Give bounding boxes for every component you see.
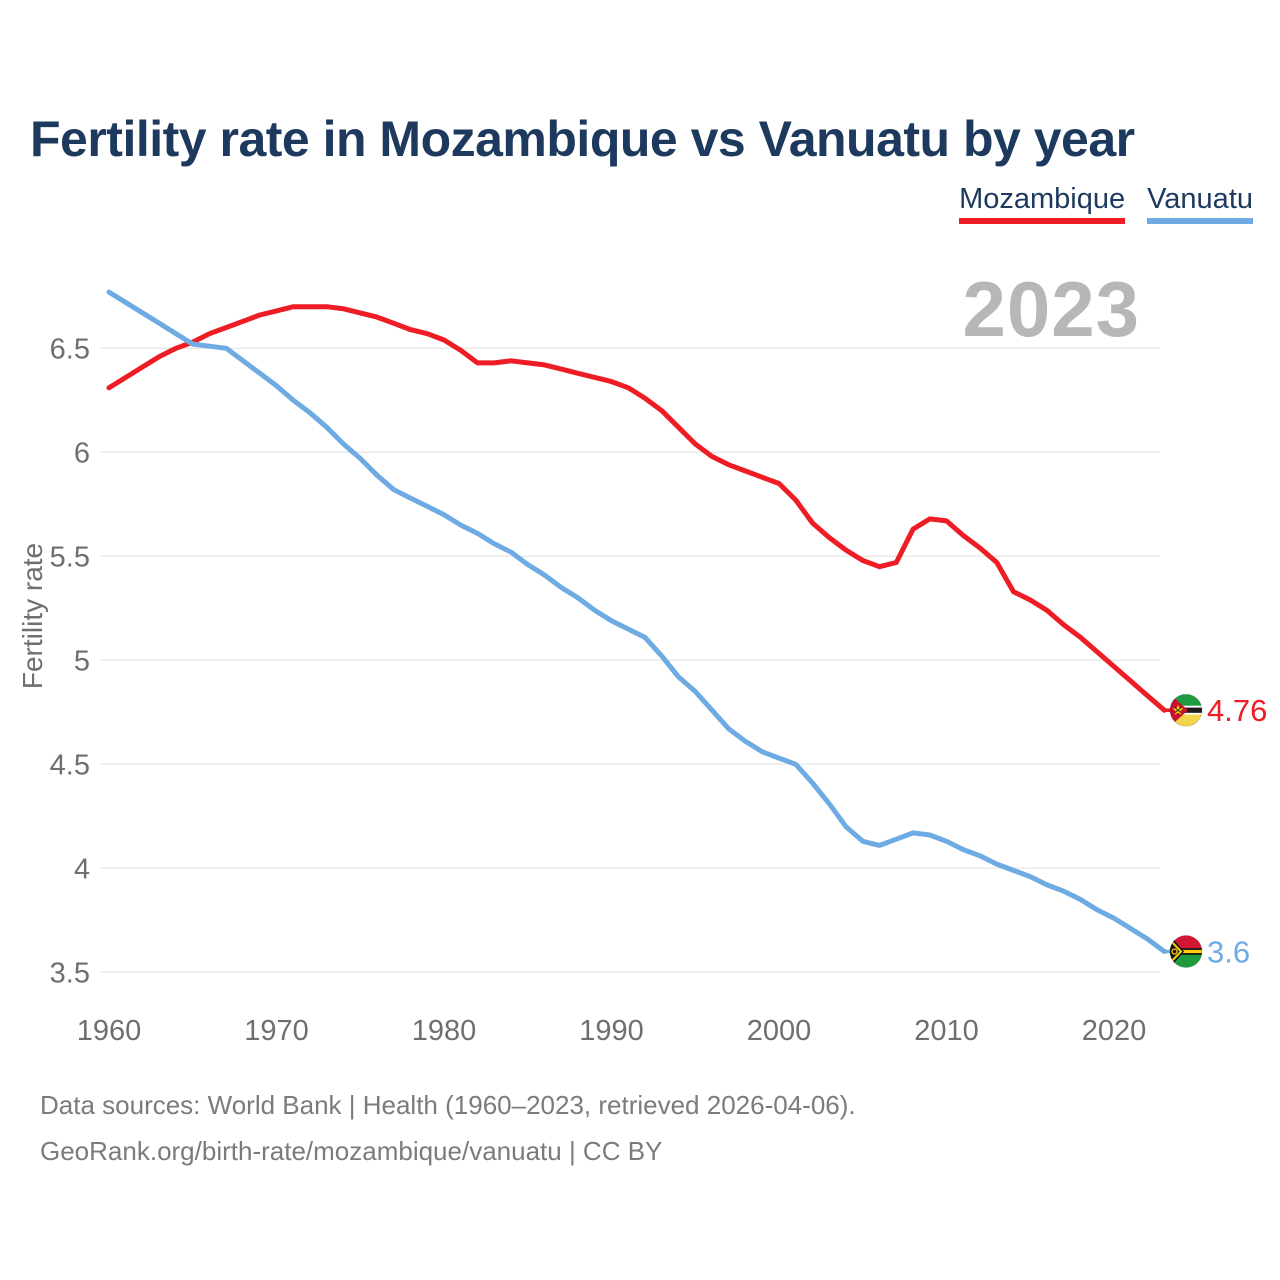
vanuatu-line bbox=[106, 289, 1167, 954]
y-tick-label: 3.5 bbox=[50, 957, 90, 989]
vanuatu-end-value: 3.6 bbox=[1207, 935, 1250, 970]
footer-url: GeoRank.org/birth-rate/mozambique/vanuat… bbox=[40, 1136, 663, 1166]
legend-item-vanuatu[interactable]: Vanuatu bbox=[1147, 184, 1253, 225]
mozambique-flag-icon bbox=[1169, 693, 1203, 727]
y-tick-label: 6.5 bbox=[50, 333, 90, 365]
mozambique-line bbox=[106, 304, 1167, 713]
chart-title: Fertility rate in Mozambique vs Vanuatu … bbox=[30, 111, 1135, 167]
legend-item-mozambique[interactable]: Mozambique bbox=[959, 184, 1126, 225]
x-tick-labels: 1960 1970 1980 1990 2000 2010 2020 bbox=[77, 1015, 1147, 1047]
x-tick-label: 1980 bbox=[412, 1015, 477, 1047]
y-tick-label: 5.5 bbox=[50, 541, 90, 573]
y-tick-label: 4 bbox=[74, 853, 90, 885]
gridlines bbox=[100, 347, 1160, 974]
x-tick-label: 2010 bbox=[914, 1015, 979, 1047]
x-tick-label: 2020 bbox=[1082, 1015, 1147, 1047]
footer-sources: Data sources: World Bank | Health (1960–… bbox=[40, 1090, 856, 1120]
y-tick-labels: 6.5 6 5.5 5 4.5 4 3.5 bbox=[50, 333, 90, 989]
x-tick-label: 1990 bbox=[579, 1015, 644, 1047]
x-tick-label: 2000 bbox=[747, 1015, 812, 1047]
mozambique-end-value: 4.76 bbox=[1207, 693, 1267, 728]
year-watermark: 2023 bbox=[962, 265, 1140, 353]
y-tick-label: 4.5 bbox=[50, 749, 90, 781]
legend: Mozambique Vanuatu bbox=[959, 184, 1253, 225]
y-tick-label: 6 bbox=[74, 437, 90, 469]
x-tick-label: 1970 bbox=[244, 1015, 309, 1047]
x-tick-label: 1960 bbox=[77, 1015, 142, 1047]
footer: Data sources: World Bank | Health (1960–… bbox=[40, 1082, 856, 1174]
y-tick-label: 5 bbox=[74, 645, 90, 677]
y-axis-label: Fertility rate bbox=[17, 543, 48, 689]
vanuatu-flag-icon bbox=[1169, 935, 1203, 968]
